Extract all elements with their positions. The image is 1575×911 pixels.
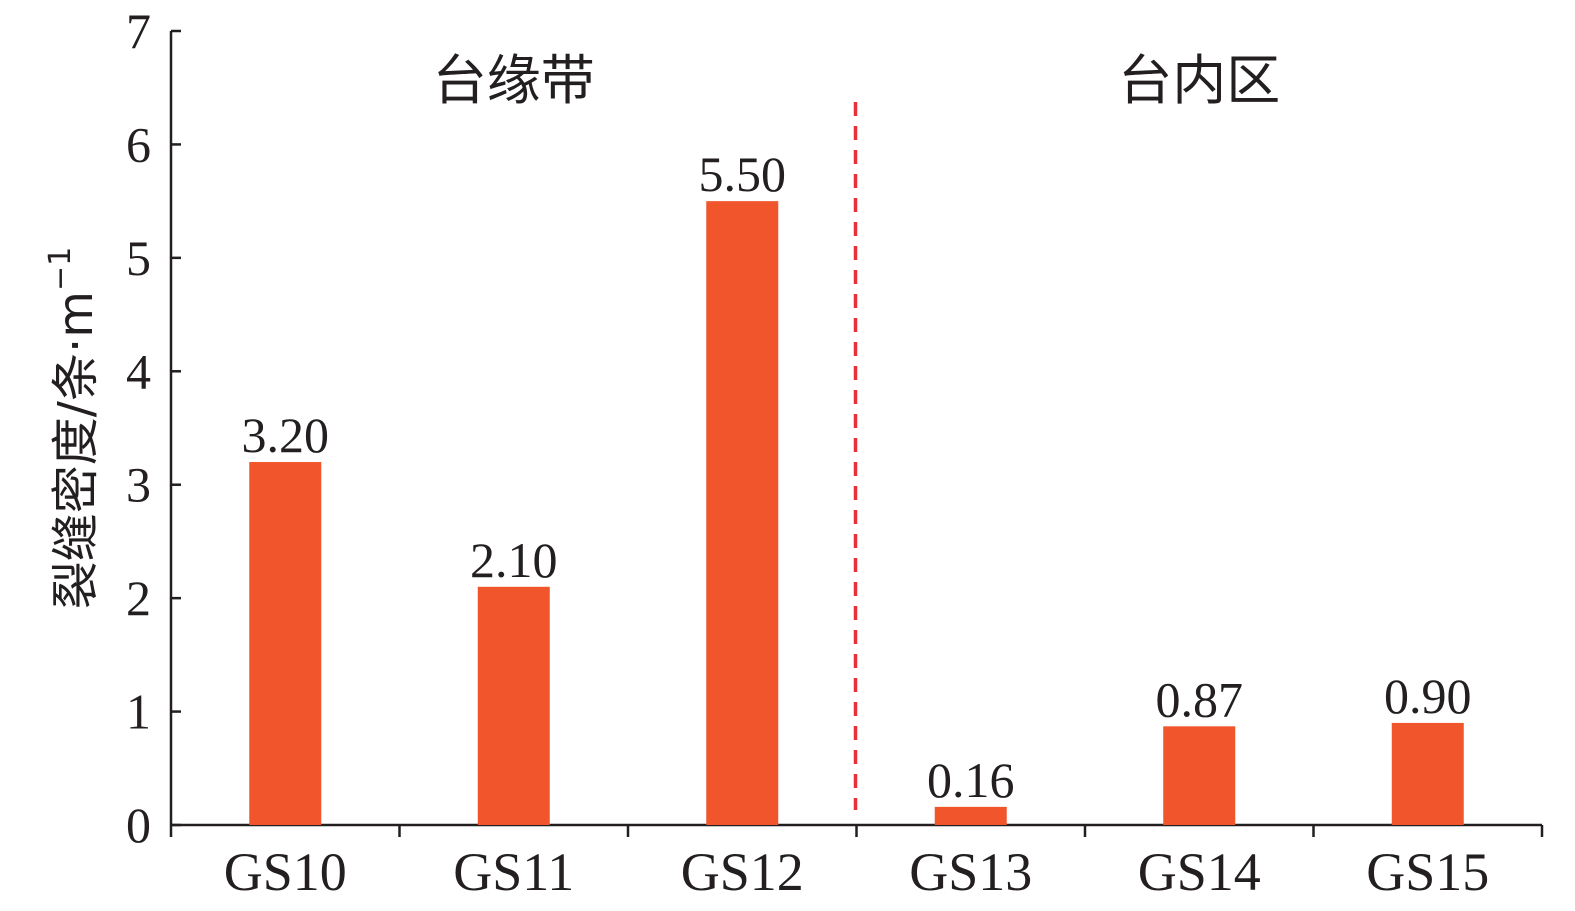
- y-axis-title-text: 裂缝密度/条·m: [48, 291, 104, 609]
- y-tick-label: 0: [126, 797, 151, 853]
- bar-value-label: 2.10: [470, 532, 558, 588]
- y-tick-label: 7: [126, 3, 151, 59]
- y-tick-label: 5: [126, 230, 151, 286]
- bar-value-label: 3.20: [242, 407, 330, 463]
- x-category-label: GS15: [1366, 842, 1489, 902]
- y-axis-title: 裂缝密度/条·m−1: [43, 247, 104, 609]
- bars: 3.20 2.10 5.50 0.16 0.87 0.90: [242, 146, 1472, 826]
- group-label-platform-margin: 台缘带: [433, 49, 595, 112]
- x-category-label: GS14: [1138, 842, 1261, 902]
- bar-value-label: 0.16: [927, 752, 1015, 808]
- bar-gs11: [477, 586, 550, 825]
- bar-value-label: 5.50: [699, 146, 787, 202]
- x-category-label: GS12: [681, 842, 804, 902]
- bar-gs13: [934, 806, 1007, 825]
- group-label-platform-interior: 台内区: [1118, 49, 1280, 112]
- bar-gs15: [1391, 722, 1464, 825]
- y-axis-title-superscript: −1: [43, 247, 78, 291]
- bar-gs14: [1163, 726, 1236, 825]
- y-tick-label: 2: [126, 570, 151, 626]
- y-tick-label: 4: [126, 343, 151, 399]
- y-tick-label: 6: [126, 116, 151, 172]
- x-category-label: GS10: [224, 842, 347, 902]
- bar-value-label: 0.87: [1156, 671, 1244, 727]
- bar-gs12: [706, 201, 779, 826]
- bar-gs10: [249, 462, 322, 825]
- y-tick-label: 1: [126, 684, 151, 740]
- x-category-label: GS13: [909, 842, 1032, 902]
- y-axis: 0 1 2 3 4 5 6 7: [126, 3, 181, 853]
- bar-value-label: 0.90: [1384, 668, 1472, 724]
- x-category-label: GS11: [453, 842, 574, 902]
- x-axis: GS10 GS11 GS12 GS13 GS14 GS15: [169, 823, 1544, 902]
- y-tick-label: 3: [126, 457, 151, 513]
